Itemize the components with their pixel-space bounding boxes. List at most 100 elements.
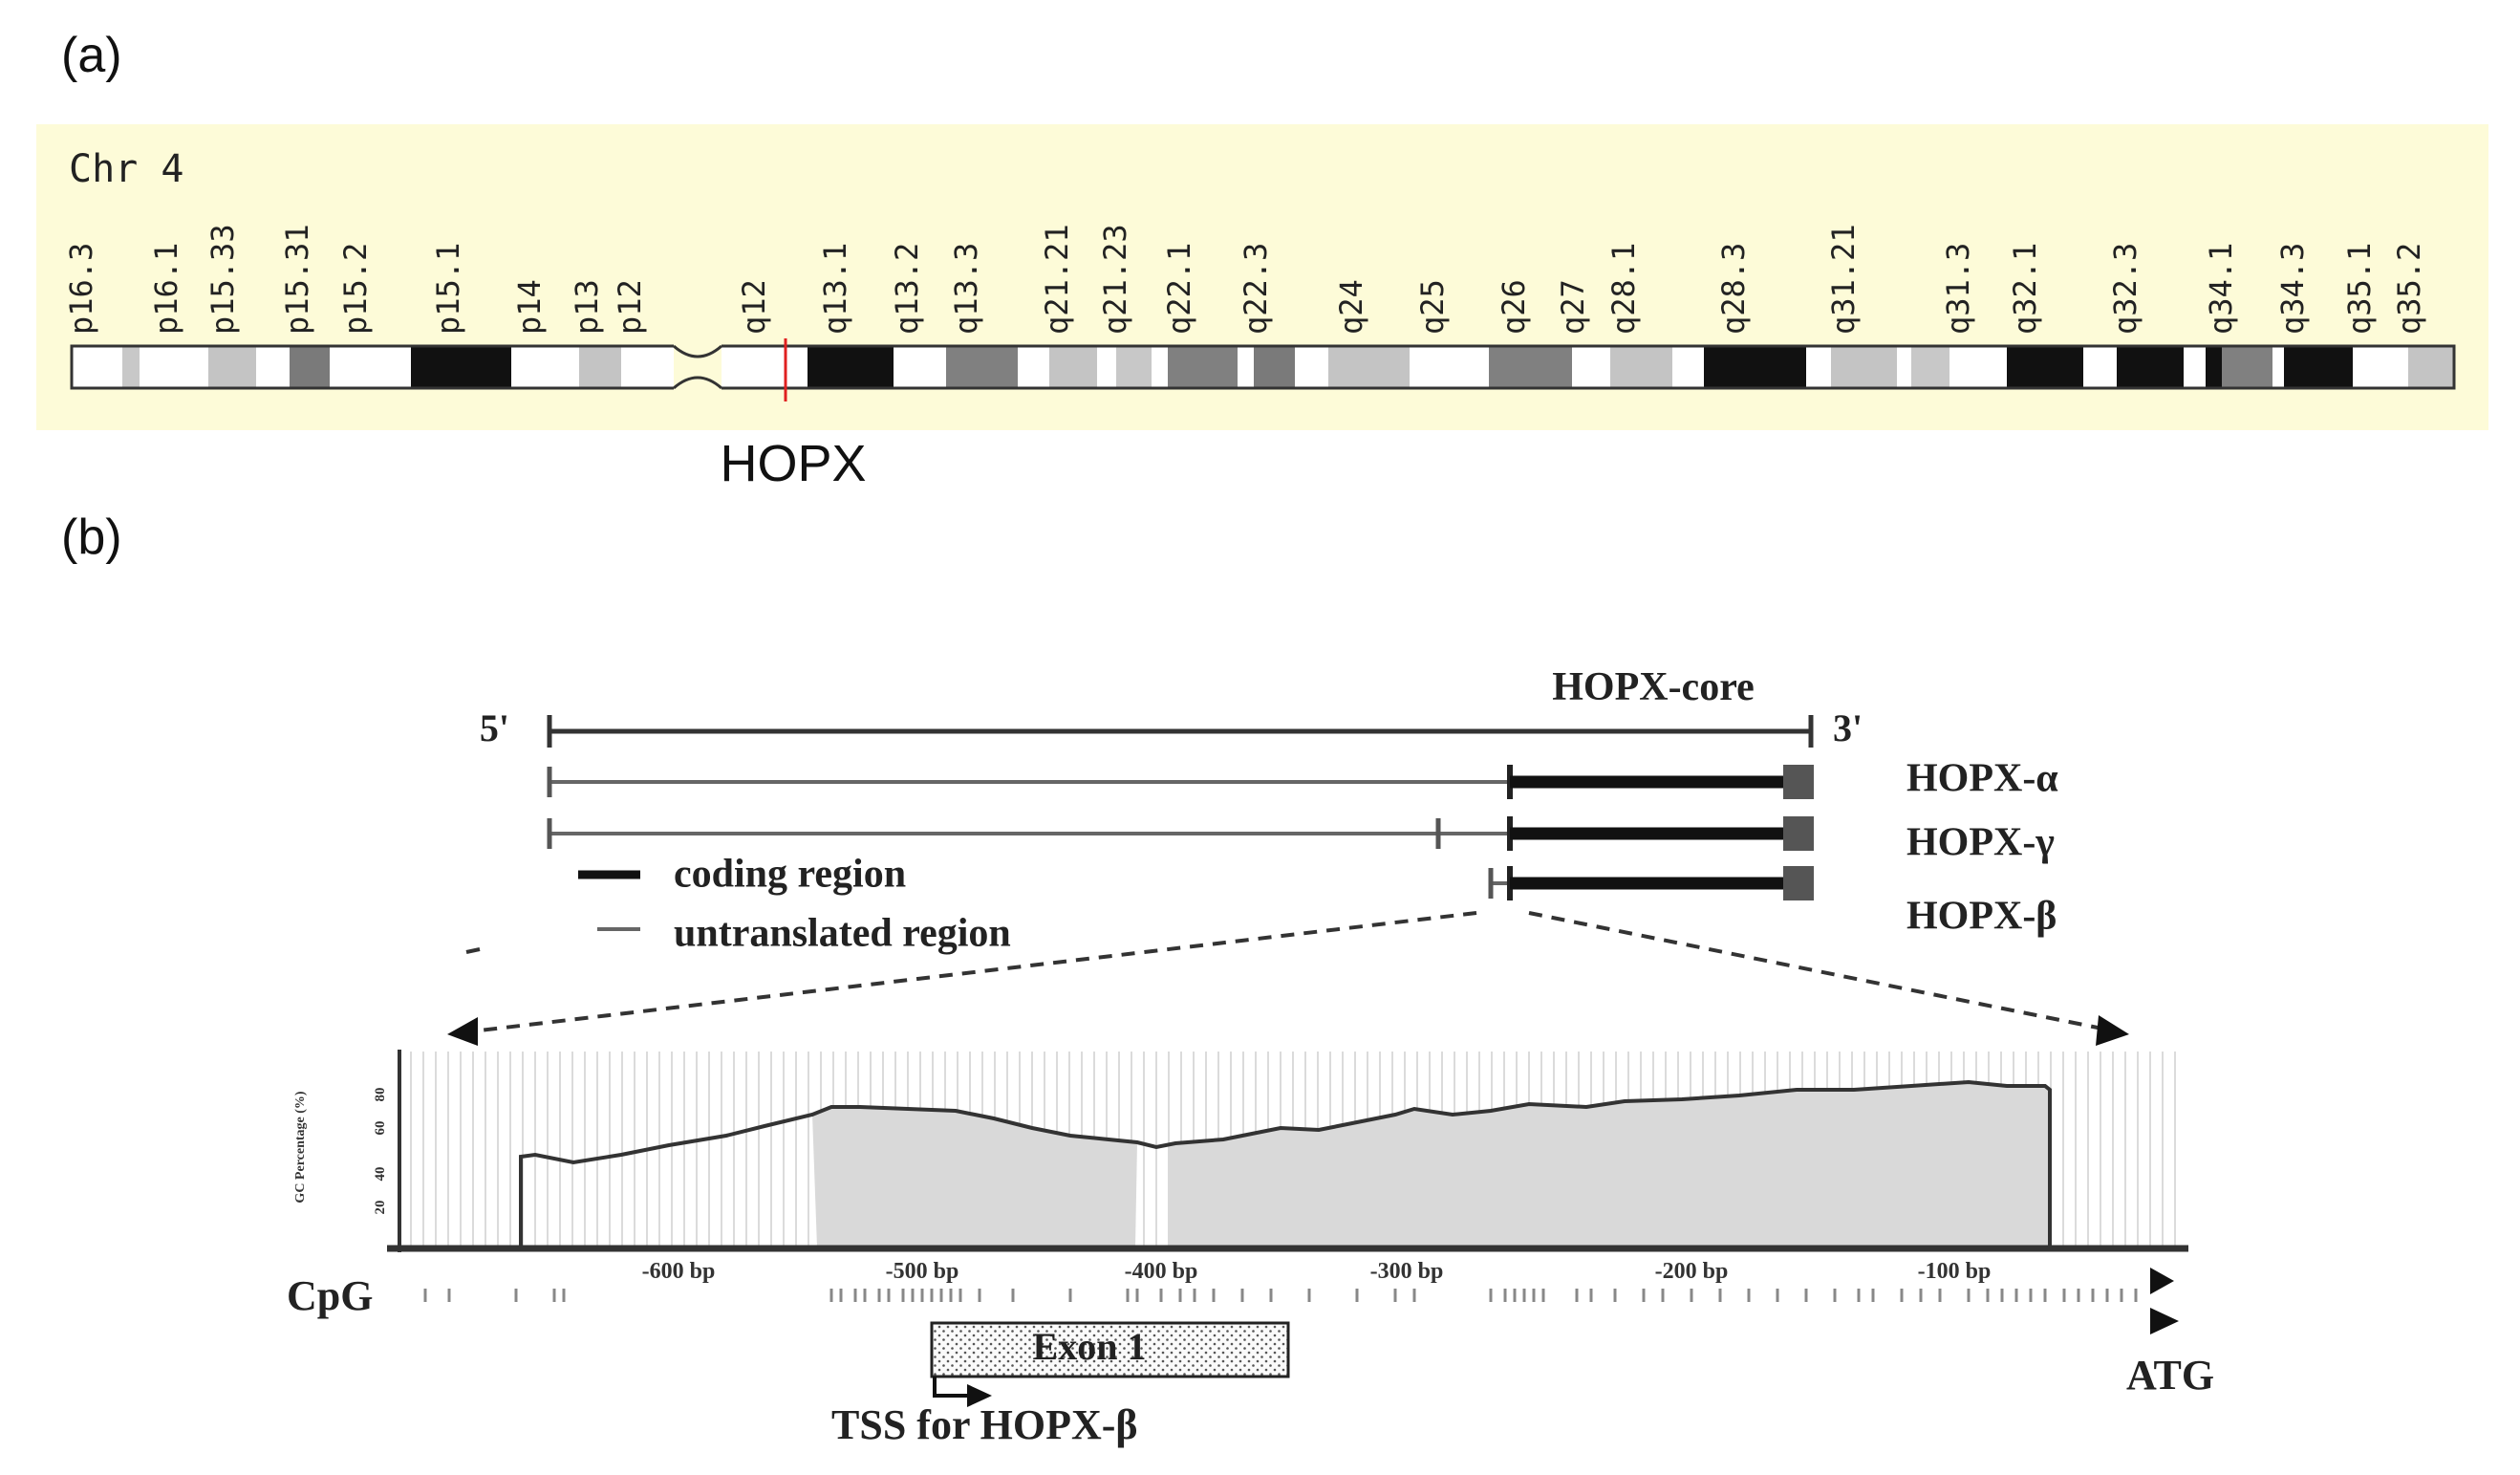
legend-coding-label: coding region <box>674 853 906 897</box>
x-tick-labels: -600 bp -500 bp -400 bp -300 bp -200 bp -100 … <box>642 1259 1992 1284</box>
exon-1-label: Exon 1 <box>1033 1325 1147 1368</box>
chromosome-band <box>208 346 256 388</box>
chromosome-band <box>411 346 511 388</box>
band-label: p14 <box>511 279 548 335</box>
y-tick-labels: 80 60 40 20 <box>373 1088 388 1215</box>
gc-percentage-curve <box>519 1079 2052 1247</box>
band-label: q25 <box>1414 279 1451 335</box>
q-arm-outline <box>722 344 2456 390</box>
y-tick-label: 20 <box>373 1201 388 1215</box>
band-label: p13 <box>569 279 605 335</box>
band-label: q22.1 <box>1161 243 1197 335</box>
band-label: p15.2 <box>337 243 374 335</box>
x-tick-label: -500 bp <box>886 1259 959 1284</box>
chromosome-band <box>2272 346 2284 388</box>
chromosome-band <box>808 346 894 388</box>
band-label: q22.3 <box>1238 243 1274 335</box>
chromosome-label: Chr 4 <box>69 147 183 191</box>
band-label: p15.33 <box>205 224 241 335</box>
chromosome-band <box>621 346 674 388</box>
chromosome-band <box>330 346 411 388</box>
band-label: q34.1 <box>2203 243 2239 335</box>
tss-arrow-stem <box>933 1377 975 1398</box>
x-tick-label: -400 bp <box>1125 1259 1198 1284</box>
chromosome-ideogram <box>70 338 2456 401</box>
chromosome-band <box>1831 346 1897 388</box>
tss-arrow-head <box>967 1384 992 1407</box>
chromosome-band <box>2007 346 2083 388</box>
band-label: q13.1 <box>817 243 853 335</box>
chromosome-band <box>1254 346 1295 388</box>
p-arm-outline <box>70 344 674 390</box>
x-tick-label: -100 bp <box>1918 1259 1992 1284</box>
chromosome-band <box>290 346 330 388</box>
zoom-connectors <box>447 911 2129 1046</box>
x-tick-label: -200 bp <box>1655 1259 1729 1284</box>
band-label: p12 <box>612 279 648 335</box>
chromosome-band <box>1295 346 1328 388</box>
zoom-line-right <box>1528 911 2108 1031</box>
cpg-track-end-arrow <box>2150 1268 2174 1294</box>
band-label: q35.2 <box>2391 243 2427 335</box>
centromere <box>673 344 722 390</box>
chromosome-band <box>122 346 140 388</box>
cpg-island-shade-2 <box>1168 1082 2050 1247</box>
zoom-arrow-left <box>447 1017 478 1046</box>
band-label: q32.1 <box>2007 243 2043 335</box>
chromosome-band <box>256 346 290 388</box>
hopx-core-label: HOPX-core <box>1552 665 1754 709</box>
cpg-label: CpG <box>287 1272 373 1319</box>
chromosome-band <box>1949 346 2007 388</box>
three-prime-label: 3' <box>1833 706 1863 749</box>
band-label: q13.2 <box>889 243 925 335</box>
zoom-arrow-right <box>2096 1015 2129 1046</box>
chromosome-band <box>1152 346 1168 388</box>
chromosome-band <box>1610 346 1672 388</box>
band-label: q31.21 <box>1825 224 1862 335</box>
hopx-gene-label: HOPX <box>720 435 866 492</box>
chromosome-band <box>511 346 579 388</box>
band-label: q35.1 <box>2341 243 2378 335</box>
band-label: q34.3 <box>2274 243 2311 335</box>
gc-plot: 80 60 40 20 GC Percentage (%) -600 bp -500 b… <box>287 1050 2188 1319</box>
band-label: p16.1 <box>148 243 184 335</box>
chromosome-band <box>2206 346 2222 388</box>
band-label: p15.31 <box>279 224 315 335</box>
chromosome-band <box>1018 346 1049 388</box>
hopx-beta-end-block <box>1783 866 1814 900</box>
chromosome-band <box>1911 346 1949 388</box>
band-label: q28.3 <box>1715 243 1752 335</box>
five-prime-label: 5' <box>480 706 509 749</box>
cpg-island-shade-1 <box>812 1107 1137 1247</box>
chromosome-band <box>1704 346 1806 388</box>
chromosome-band <box>2284 346 2353 388</box>
chromosome-band <box>894 346 946 388</box>
chromosome-band <box>2184 346 2206 388</box>
transcript-diagram: 5' 3' HOPX-core HOPX-α HOPX-γ HOPX-β cod… <box>465 665 2058 956</box>
exon-1-box <box>930 1321 1290 1378</box>
panel-a-label: (a) <box>61 28 122 83</box>
band-label: q27 <box>1555 279 1591 335</box>
atg-label: ATG <box>2126 1352 2214 1399</box>
chromosome-band <box>1328 346 1410 388</box>
stray-mark <box>465 947 481 954</box>
chromosome-band <box>1572 346 1610 388</box>
chromosome-band <box>1116 346 1152 388</box>
y-tick-label: 60 <box>373 1121 388 1136</box>
chromosome-band <box>72 346 122 388</box>
legend-untranslated-label: untranslated region <box>674 912 1011 956</box>
chromosome-band <box>1097 346 1116 388</box>
tss-label: TSS for HOPX-β <box>831 1401 1138 1448</box>
chromosome-band <box>2408 346 2454 388</box>
chromosome-band <box>1168 346 1238 388</box>
atg-arrow <box>2150 1308 2179 1334</box>
chromosome-band <box>722 346 808 388</box>
band-label: q32.3 <box>2107 243 2143 335</box>
chromosome-band <box>1049 346 1097 388</box>
chromosome-band <box>1410 346 1489 388</box>
chromosome-band <box>946 346 1018 388</box>
hopx-alpha-label: HOPX-α <box>1906 757 2058 801</box>
chromosome-band <box>2117 346 2184 388</box>
hopx-beta-label: HOPX-β <box>1906 895 2057 939</box>
